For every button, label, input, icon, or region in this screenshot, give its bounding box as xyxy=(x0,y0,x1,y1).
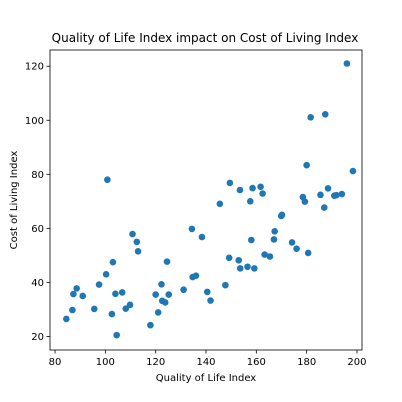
data-point xyxy=(257,183,264,190)
data-point xyxy=(63,316,70,323)
data-point xyxy=(199,234,206,241)
data-point xyxy=(73,285,80,292)
data-point xyxy=(226,255,233,262)
data-point xyxy=(325,185,332,192)
x-tick-label: 140 xyxy=(196,357,215,368)
data-point xyxy=(79,293,86,300)
data-point xyxy=(217,200,224,207)
data-point xyxy=(279,212,286,219)
data-point xyxy=(104,176,111,183)
data-point xyxy=(350,168,357,175)
x-tick-label: 160 xyxy=(247,357,266,368)
data-point xyxy=(112,290,119,297)
data-point xyxy=(155,309,162,316)
data-point xyxy=(235,257,242,264)
data-point xyxy=(251,265,258,272)
x-axis-label: Quality of Life Index xyxy=(156,373,257,384)
data-point xyxy=(204,289,211,296)
data-point xyxy=(249,185,256,192)
data-point xyxy=(127,302,134,309)
data-point xyxy=(248,237,255,244)
data-point xyxy=(321,204,328,211)
data-point xyxy=(271,236,278,243)
data-point xyxy=(305,250,312,257)
y-tick-label: 40 xyxy=(31,278,44,289)
chart-title: Quality of Life Index impact on Cost of … xyxy=(52,31,359,45)
data-point xyxy=(110,259,117,266)
data-point xyxy=(180,286,187,293)
data-point xyxy=(109,311,116,318)
data-point xyxy=(70,291,77,298)
data-point xyxy=(147,322,154,329)
x-tick-label: 100 xyxy=(96,357,115,368)
x-tick-label: 80 xyxy=(49,357,62,368)
data-point xyxy=(222,282,229,289)
data-point xyxy=(158,281,165,288)
data-point xyxy=(259,190,266,197)
data-point xyxy=(293,245,300,252)
data-point xyxy=(333,192,340,199)
y-tick-label: 100 xyxy=(25,116,44,127)
data-point xyxy=(237,265,244,272)
data-point xyxy=(303,162,310,169)
data-point xyxy=(96,281,103,288)
data-point xyxy=(135,248,142,255)
data-point xyxy=(134,239,141,246)
x-tick-label: 180 xyxy=(297,357,316,368)
data-point xyxy=(152,291,159,298)
data-point xyxy=(113,332,120,339)
data-point xyxy=(247,198,254,205)
data-point xyxy=(165,291,172,298)
data-point xyxy=(227,180,234,187)
x-tick-label: 200 xyxy=(347,357,366,368)
data-point xyxy=(193,272,200,279)
data-point xyxy=(207,297,214,304)
data-point xyxy=(237,187,244,194)
y-tick-label: 20 xyxy=(31,332,44,343)
data-point xyxy=(339,191,346,198)
y-tick-label: 120 xyxy=(25,62,44,73)
data-point xyxy=(271,228,278,235)
x-tick-label: 120 xyxy=(146,357,165,368)
data-point xyxy=(164,258,171,265)
y-tick-label: 80 xyxy=(31,170,44,181)
data-point xyxy=(189,226,196,233)
data-point xyxy=(322,111,329,118)
data-point xyxy=(302,198,309,205)
y-axis-label: Cost of Living Index xyxy=(9,151,20,250)
data-point xyxy=(317,192,324,199)
data-point xyxy=(69,307,76,314)
data-point xyxy=(307,114,314,121)
data-point xyxy=(103,271,110,278)
data-point xyxy=(119,289,126,296)
data-point xyxy=(344,60,351,67)
data-point xyxy=(91,306,98,313)
data-point xyxy=(244,263,251,270)
data-point xyxy=(162,299,169,306)
data-point xyxy=(129,231,136,238)
data-point xyxy=(289,239,296,246)
y-tick-label: 60 xyxy=(31,224,44,235)
data-point xyxy=(267,253,274,260)
